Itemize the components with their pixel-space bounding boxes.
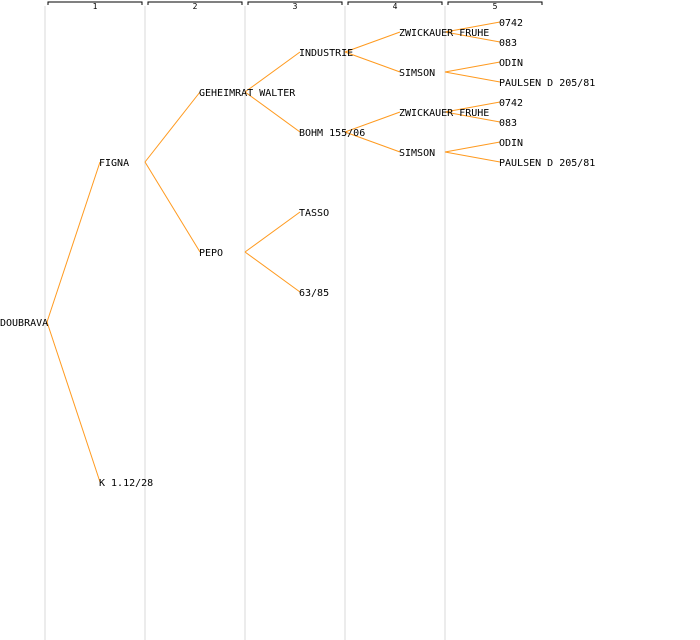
ancestor-name[interactable]: TASSO [299,208,329,219]
generation-header-bracket [247,1,343,5]
generation-number: 4 [393,2,398,11]
ancestor-name[interactable]: GEHEIMRAT WALTER [199,88,296,99]
lineage-edge [344,51,401,73]
lineage-edge [444,71,501,83]
lineage-edge [344,111,401,133]
generation-header-bracket [147,1,243,5]
ancestor-name[interactable]: SIMSON [399,148,435,159]
ancestor-name[interactable]: DOUBRAVA [0,318,48,329]
lineage-edge [444,101,501,113]
generation-number: 1 [93,2,98,11]
ancestor-name[interactable]: 0742 [499,18,523,29]
lineage-edge [244,211,301,253]
ancestor-name[interactable]: PEPO [199,248,223,259]
lineage-edge [244,251,301,293]
lineage-edge [444,61,501,73]
ancestor-name[interactable]: 083 [499,118,517,129]
lineage-edge [444,151,501,163]
ancestor-name[interactable]: 0742 [499,98,523,109]
ancestor-name[interactable]: PAULSEN D 205/81 [499,158,595,169]
ancestor-name[interactable]: ODIN [499,58,523,69]
lineage-edge [444,21,501,33]
lineage-edge [244,51,301,93]
ancestor-name[interactable]: SIMSON [399,68,435,79]
lineage-edge [46,161,101,323]
ancestor-name[interactable]: INDUSTRIE [299,48,353,59]
generation-number: 5 [493,2,498,11]
ancestor-name[interactable]: 63/85 [299,288,329,299]
ancestor-name[interactable]: ODIN [499,138,523,149]
lineage-edge [444,31,501,43]
generation-header-bracket [47,1,143,5]
ancestor-name[interactable]: 083 [499,38,517,49]
ancestor-name[interactable]: ZWICKAUER FRUHE [399,28,489,39]
generation-header-bracket [447,1,543,5]
lineage-edge [444,111,501,123]
generation-header-bracket [347,1,443,5]
lineage-edge [144,91,201,163]
lineage-edge [244,91,301,133]
ancestor-name[interactable]: PAULSEN D 205/81 [499,78,595,89]
lineage-edge [144,161,201,253]
ancestor-name[interactable]: ZWICKAUER FRUHE [399,108,489,119]
lineage-edge [344,31,401,53]
generation-number: 3 [293,2,298,11]
ancestor-name[interactable]: FIGNA [99,158,129,169]
ancestor-name[interactable]: K 1.12/28 [99,478,153,489]
generation-number: 2 [193,2,198,11]
lineage-edge [46,321,101,483]
lineage-edge [344,131,401,153]
lineage-edge [444,141,501,153]
ancestor-name[interactable]: BOHM 155/06 [299,128,365,139]
